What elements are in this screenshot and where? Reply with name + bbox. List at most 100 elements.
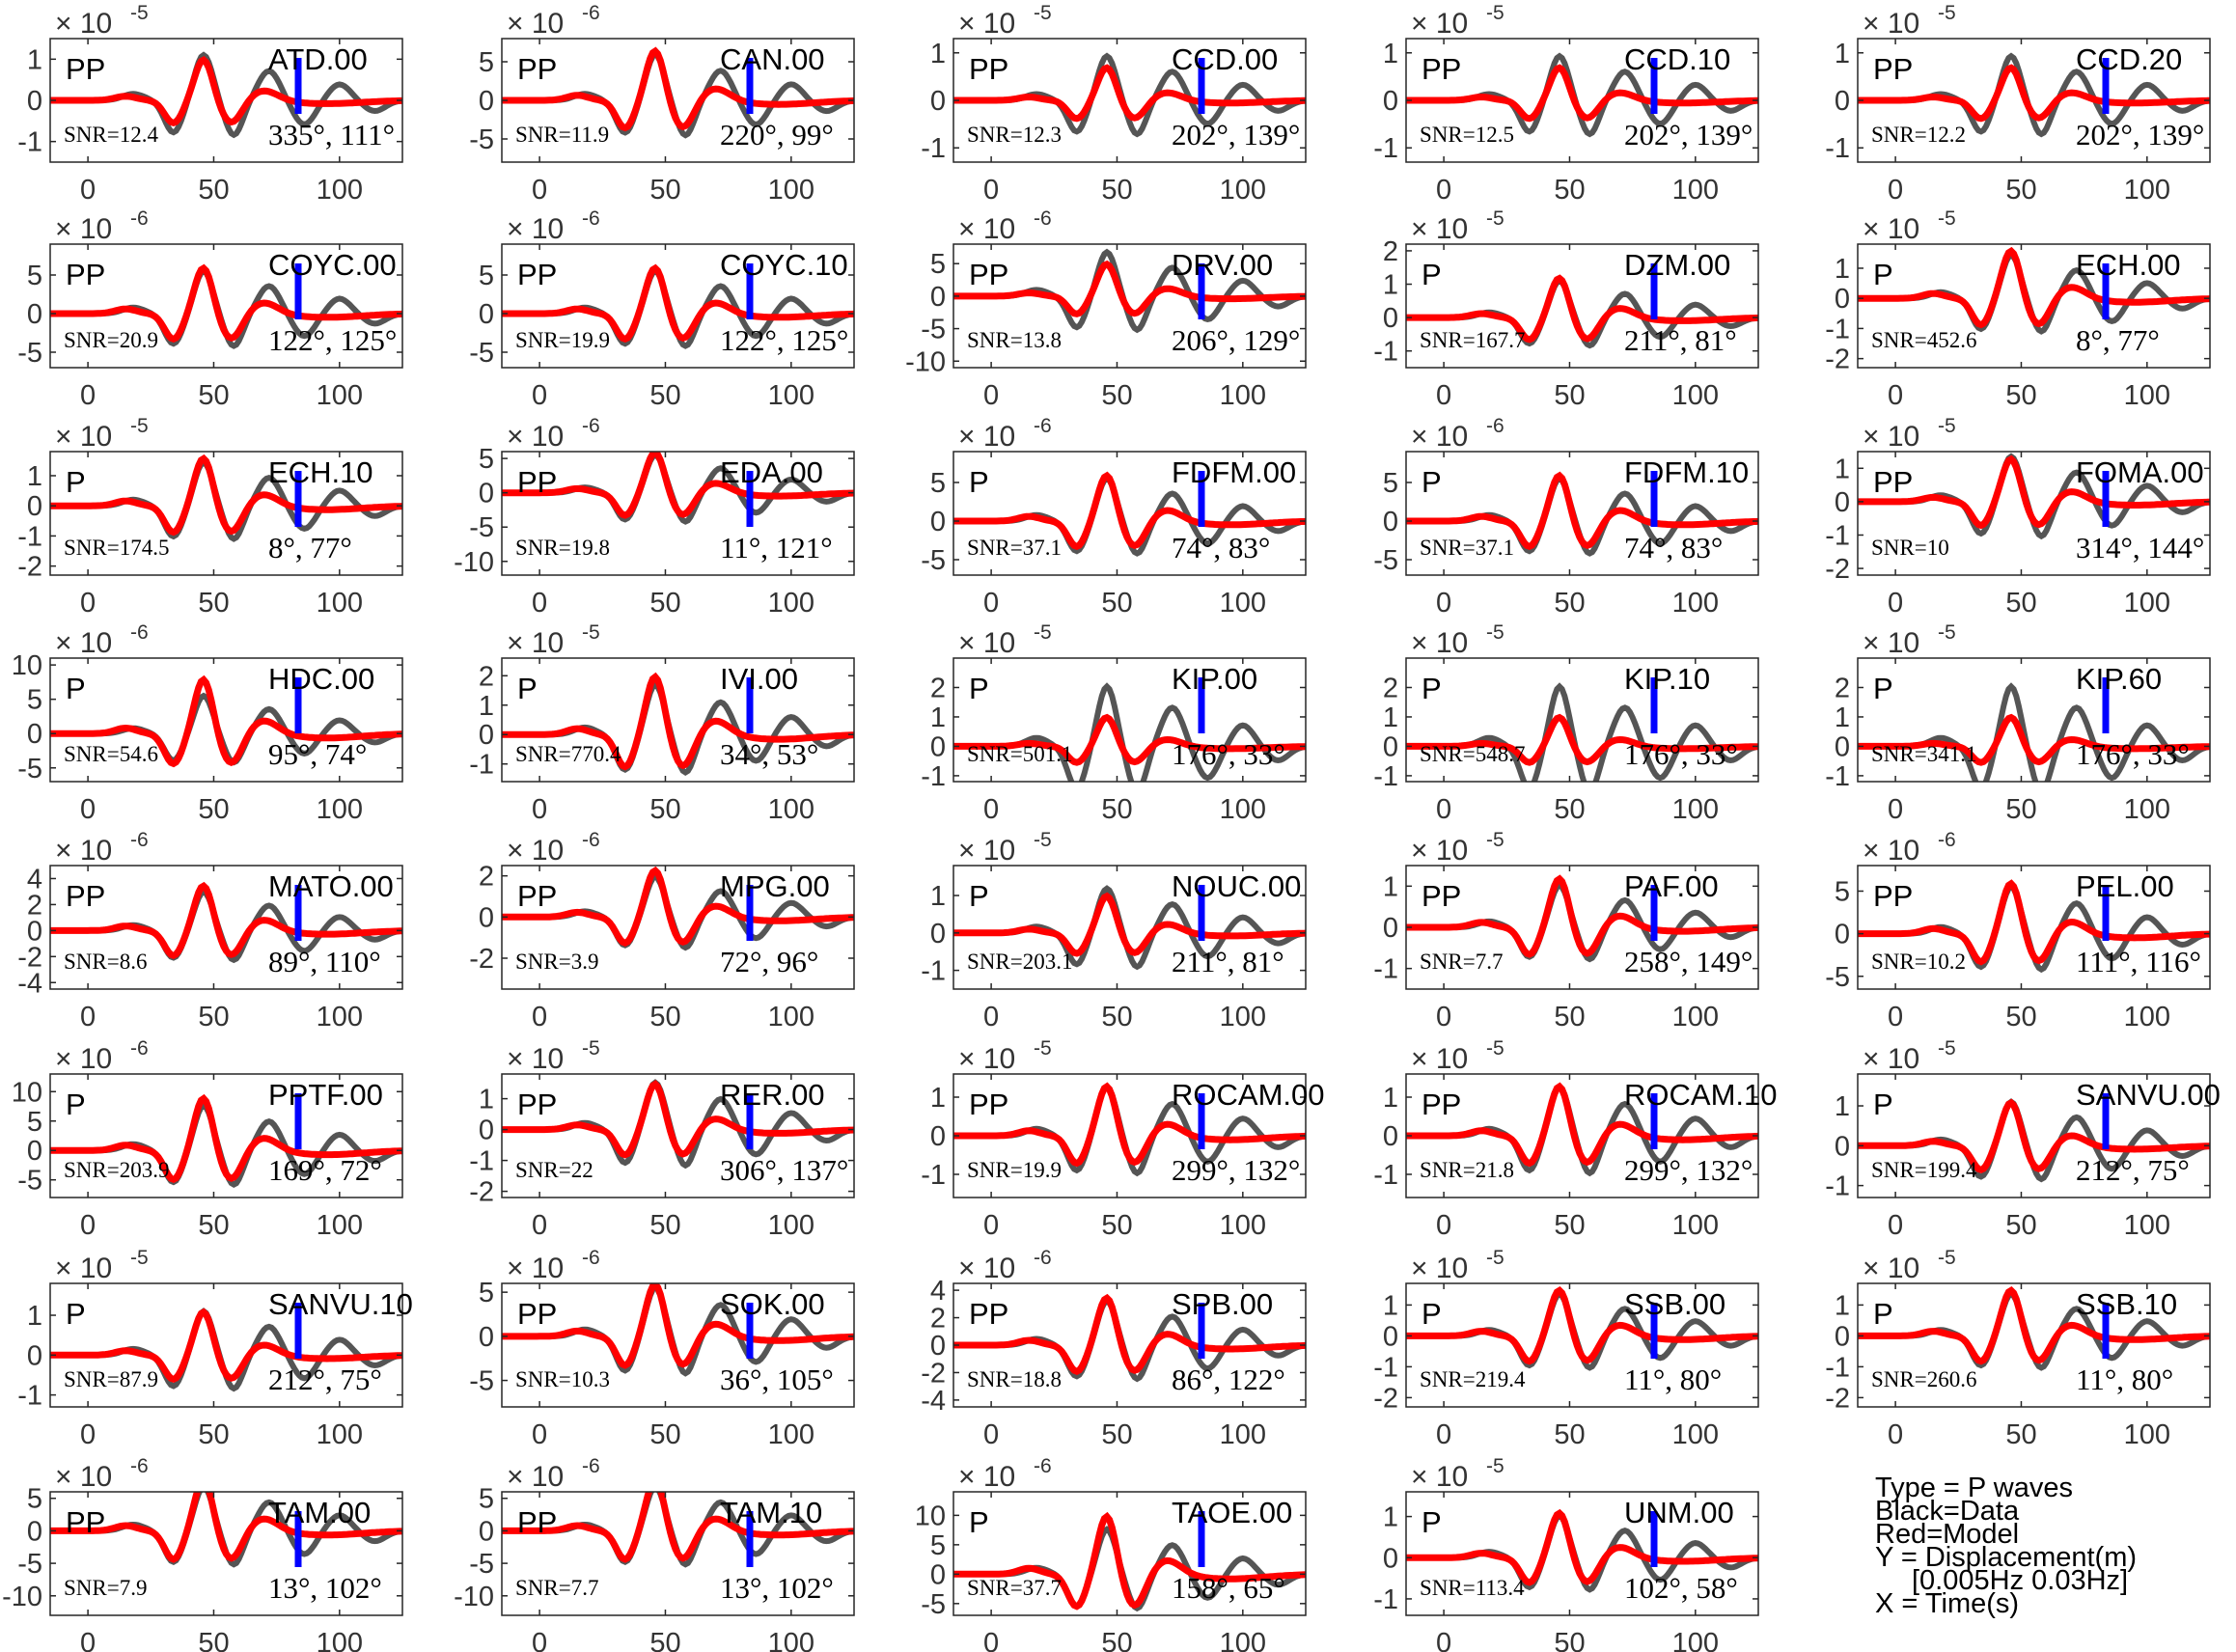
- azimuth-takeoff-label: 212°, 75°: [2076, 1153, 2190, 1187]
- x-tick-label: 50: [1554, 1002, 1585, 1032]
- y-tick-label: 0: [1383, 86, 1398, 117]
- snr-label: SNR=87.9: [64, 1367, 158, 1391]
- phase-label: P: [969, 465, 989, 499]
- azimuth-takeoff-label: 335°, 111°: [268, 118, 395, 151]
- model-trace: [1406, 64, 1758, 123]
- station-label: PEL.00: [2076, 869, 2174, 903]
- station-label: CCD.10: [1624, 42, 1730, 76]
- x-tick-label: 100: [2124, 380, 2170, 411]
- azimuth-takeoff-label: 158°, 65°: [1172, 1571, 1285, 1605]
- station-label: EDA.00: [720, 455, 823, 489]
- snr-label: SNR=18.8: [967, 1367, 1062, 1391]
- model-trace: [953, 260, 1306, 317]
- y-tick-label: -2: [17, 942, 42, 973]
- y-exponent-label: × 10: [55, 1043, 112, 1075]
- y-tick-label: -1: [17, 1381, 42, 1412]
- azimuth-takeoff-label: 36°, 105°: [720, 1363, 834, 1396]
- y-tick-label: -5: [17, 754, 42, 785]
- y-tick-label: 0: [1383, 913, 1398, 944]
- y-exponent-power: -6: [1034, 1247, 1052, 1269]
- y-tick-label: 5: [479, 444, 494, 475]
- y-tick-label: -10: [905, 346, 946, 377]
- azimuth-takeoff-label: 122°, 125°: [268, 323, 397, 357]
- panel-frame: [501, 657, 855, 783]
- azimuth-takeoff-label: 299°, 132°: [1172, 1153, 1300, 1187]
- snr-label: SNR=12.2: [1871, 123, 1966, 147]
- model-trace: [953, 1293, 1306, 1376]
- model-trace: [50, 1308, 402, 1383]
- legend-x-axis: X = Time(s): [1875, 1588, 2020, 1619]
- y-exponent-label: × 10: [507, 1253, 564, 1284]
- station-label: CCD.00: [1172, 42, 1278, 76]
- x-tick-label: 50: [1554, 588, 1585, 619]
- y-tick-label: 0: [1383, 507, 1398, 537]
- model-trace: [50, 675, 402, 768]
- model-trace: [502, 263, 854, 343]
- snr-label: SNR=12.4: [64, 123, 158, 147]
- y-exponent-power: -5: [1938, 2, 1956, 24]
- snr-label: SNR=174.5: [64, 536, 169, 560]
- azimuth-takeoff-label: 306°, 137°: [720, 1153, 848, 1187]
- x-tick-label: 100: [768, 1002, 814, 1032]
- snr-label: SNR=13.8: [967, 328, 1062, 352]
- model-trace: [502, 1080, 854, 1159]
- x-tick-label: 100: [1220, 380, 1266, 411]
- y-tick-label: 2: [930, 673, 946, 703]
- x-tick-label: 50: [2005, 1419, 2036, 1450]
- y-exponent-label: × 10: [1411, 1043, 1468, 1075]
- y-tick-label: 5: [27, 685, 42, 716]
- y-exponent-label: × 10: [1863, 8, 1919, 40]
- x-tick-label: 50: [1554, 1210, 1585, 1241]
- y-tick-label: 1: [1383, 871, 1398, 902]
- y-exponent-label: × 10: [507, 835, 564, 867]
- snr-label: SNR=341.1: [1871, 742, 1976, 766]
- x-tick-label: 0: [983, 1628, 999, 1652]
- y-tick-label: -1: [921, 956, 946, 987]
- x-tick-label: 100: [317, 1002, 363, 1032]
- y-exponent-label: × 10: [1411, 835, 1468, 867]
- legend-model: Red=Model: [1875, 1519, 2020, 1550]
- y-tick-label: 1: [1383, 39, 1398, 69]
- panel-frame: [501, 1491, 855, 1616]
- model-trace: [502, 866, 854, 948]
- y-exponent-label: × 10: [1411, 8, 1468, 40]
- x-tick-label: 50: [649, 588, 680, 619]
- snr-label: SNR=19.9: [967, 1158, 1062, 1182]
- panel-frame: [1405, 1491, 1759, 1616]
- x-tick-label: 100: [317, 1628, 363, 1652]
- x-tick-label: 0: [532, 1419, 547, 1450]
- x-tick-label: 0: [983, 175, 999, 206]
- azimuth-takeoff-label: 11°, 121°: [720, 531, 833, 564]
- station-label: FOMA.00: [2076, 455, 2204, 489]
- y-tick-label: -1: [17, 127, 42, 158]
- y-tick-label: 5: [1835, 876, 1850, 907]
- y-exponent-label: × 10: [55, 1461, 112, 1493]
- y-exponent-power: -6: [1034, 1455, 1052, 1477]
- panel-frame: [49, 1073, 403, 1198]
- x-tick-label: 0: [80, 1628, 96, 1652]
- x-tick-label: 100: [1672, 1419, 1719, 1450]
- x-tick-label: 100: [768, 1419, 814, 1450]
- x-tick-label: 50: [649, 380, 680, 411]
- y-exponent-power: -5: [1486, 1037, 1504, 1060]
- y-exponent-power: -6: [130, 1455, 149, 1477]
- azimuth-takeoff-label: 220°, 99°: [720, 118, 834, 151]
- panel-frame: [49, 243, 403, 369]
- y-exponent-label: × 10: [507, 8, 564, 40]
- y-exponent-label: × 10: [958, 421, 1015, 453]
- y-tick-label: 0: [1383, 1543, 1398, 1574]
- y-tick-label: 1: [479, 691, 494, 722]
- snr-label: SNR=22: [515, 1158, 594, 1182]
- station-label: KIP.10: [1624, 662, 1710, 696]
- x-tick-label: 50: [198, 588, 229, 619]
- station-label: IVI.00: [720, 662, 798, 696]
- y-tick-label: 0: [930, 507, 946, 537]
- azimuth-takeoff-label: 202°, 139°: [1624, 118, 1753, 151]
- y-exponent-power: -5: [582, 1037, 600, 1060]
- x-tick-label: 50: [649, 794, 680, 825]
